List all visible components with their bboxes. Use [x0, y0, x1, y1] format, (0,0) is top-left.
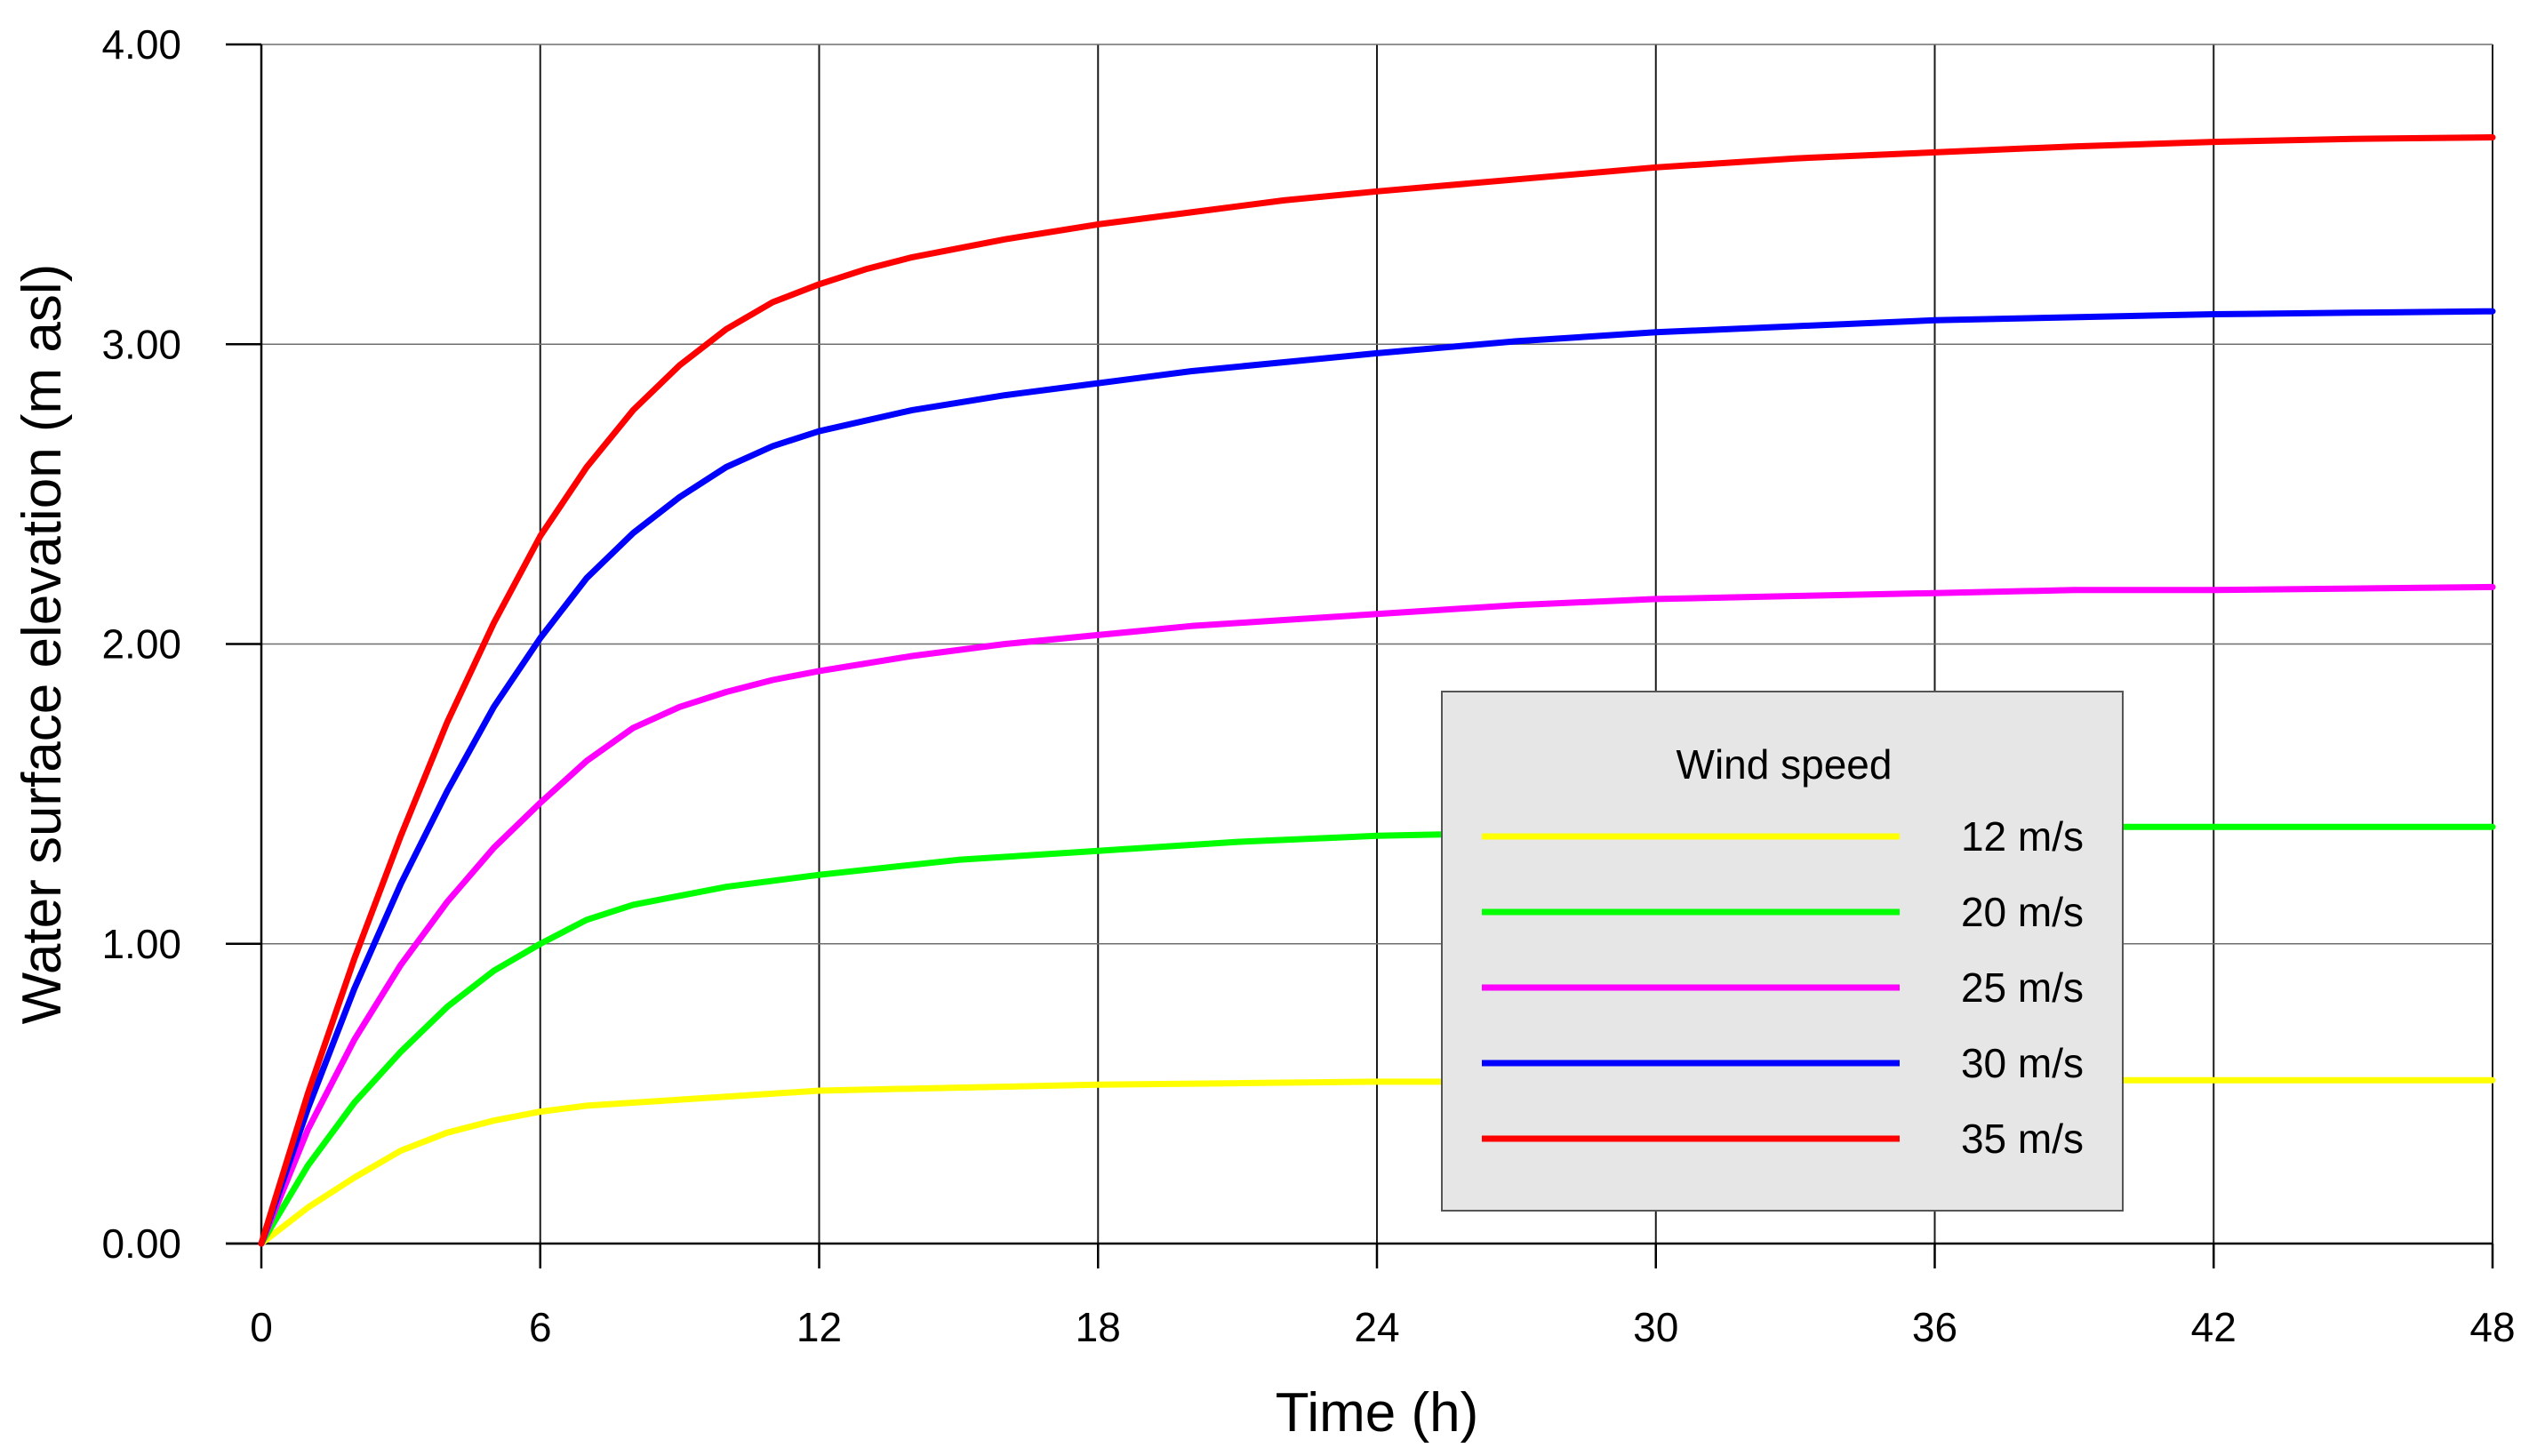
x-tick-label: 48: [2469, 1304, 2515, 1350]
x-axis-title: Time (h): [1276, 1382, 1478, 1444]
x-tick-label: 30: [1633, 1304, 1678, 1350]
series-line-25ms: [258, 583, 2496, 1247]
y-axis-title: Water surface elevation (m asl): [12, 264, 73, 1025]
x-tick-label: 12: [796, 1304, 842, 1350]
y-tick-label: 4.00: [101, 21, 181, 68]
y-tick-label: 2.00: [101, 621, 181, 668]
y-tick-label: 0.00: [101, 1220, 181, 1267]
legend-label: 25 m/s: [1961, 964, 2084, 1011]
x-tick-label: 36: [1912, 1304, 1957, 1350]
legend-box: [1441, 691, 2124, 1212]
legend-title: Wind speed: [1677, 741, 1893, 788]
y-tick-label: 1.00: [101, 921, 181, 967]
x-tick-label: 42: [2191, 1304, 2237, 1350]
x-tick-label: 6: [529, 1304, 552, 1350]
legend-label: 35 m/s: [1961, 1116, 2084, 1162]
legend: Wind speed 12 m/s 20 m/s 25 m/s 30 m/s 35 m/s: [1441, 691, 2124, 1212]
legend-label: 20 m/s: [1961, 889, 2084, 935]
x-tick-label: 0: [250, 1304, 273, 1350]
series-line-30ms: [258, 308, 2496, 1247]
legend-label: 30 m/s: [1961, 1040, 2084, 1086]
x-tick-label: 24: [1354, 1304, 1399, 1350]
y-tick-label: 3.00: [101, 321, 181, 367]
legend-label: 12 m/s: [1961, 813, 2084, 860]
axis-titles: Time (h) Water surface elevation (m asl): [12, 264, 1478, 1444]
x-tick-label: 18: [1076, 1304, 1121, 1350]
axes: 0.00 1.00 2.00 3.00 4.00 0 6 12 18 24 30 36 42 48: [101, 21, 2515, 1350]
grid: [261, 44, 2493, 1244]
series-line-35ms: [258, 134, 2496, 1247]
